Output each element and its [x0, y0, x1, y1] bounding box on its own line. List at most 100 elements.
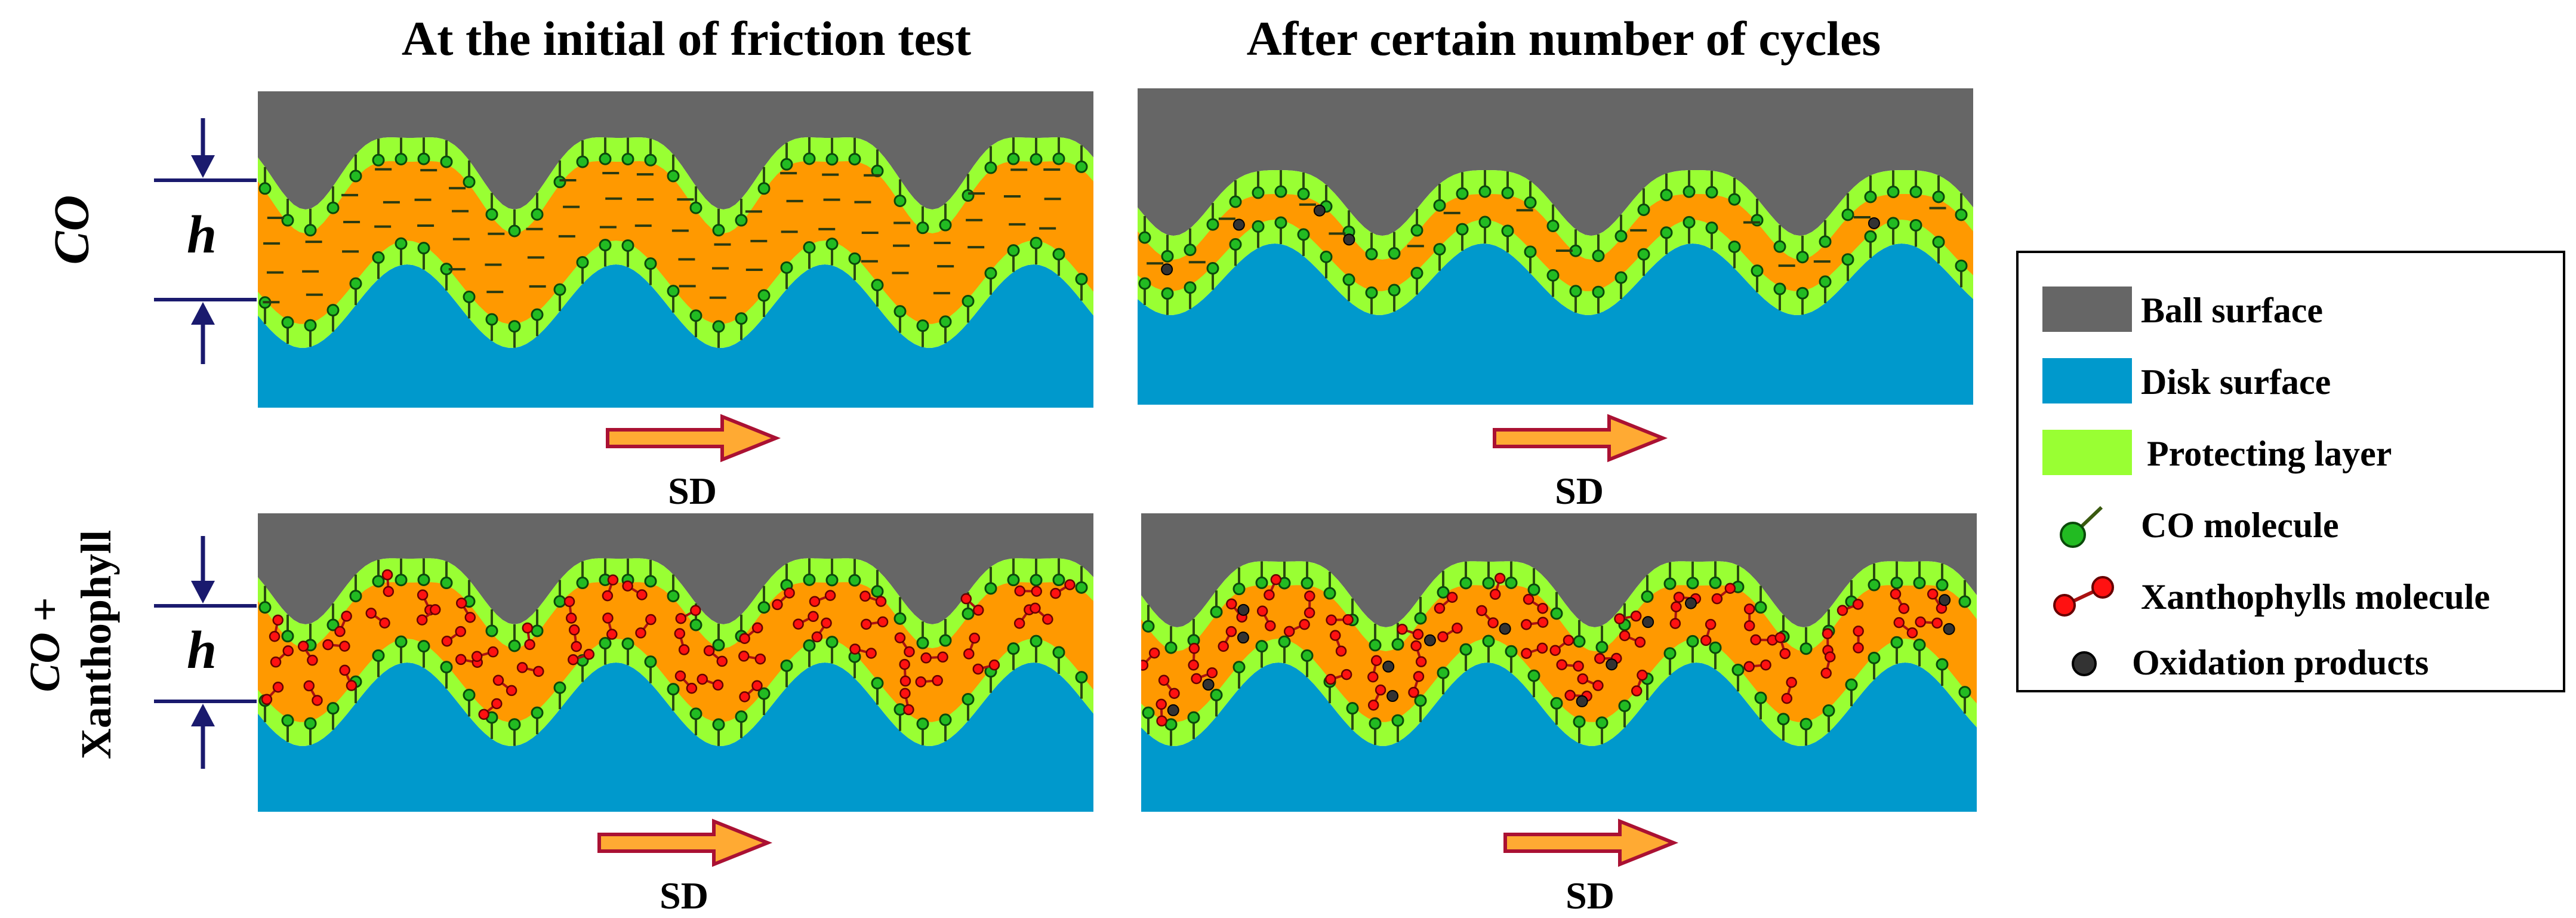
xanthophyll-molecule [334, 626, 346, 637]
xanthophyll-molecule [1893, 617, 1905, 629]
xanthophyll-molecule [1724, 583, 1736, 594]
co-molecule [893, 194, 907, 207]
co-molecule [1932, 235, 1945, 248]
co-molecule [1864, 190, 1877, 204]
xanthophyll-molecule [1270, 574, 1282, 586]
co-molecule [1845, 678, 1858, 691]
oxidation-products-icon [2072, 651, 2097, 676]
panel-layers [258, 513, 1093, 812]
co-molecule [1686, 577, 1699, 590]
disk-surface [258, 264, 1093, 408]
xanthophyll-molecule [1837, 605, 1848, 616]
oxidation-product [1232, 218, 1245, 231]
xanthophyll-molecule [988, 659, 1000, 671]
co-molecule [326, 618, 340, 631]
co-molecule [1796, 287, 1809, 300]
xanthophyll-molecule [1042, 614, 1053, 625]
co-molecule [1184, 281, 1197, 294]
xanthophyll-molecule [937, 651, 948, 663]
co-molecules [258, 558, 1088, 746]
xanthophyll-molecule [809, 596, 821, 607]
xanthophyll-molecule [674, 628, 686, 639]
co-molecule [485, 208, 498, 221]
xanthophyll-molecule [1634, 636, 1646, 648]
sd-arrow-icon [606, 414, 781, 463]
co-molecule [644, 575, 657, 588]
co-molecule [1252, 220, 1265, 233]
co-molecule [667, 590, 680, 603]
co-molecule [1232, 661, 1246, 674]
xanthophyll-molecule [678, 644, 690, 655]
co-molecule [712, 639, 725, 652]
co-molecule [395, 635, 408, 648]
oxidation-product [1343, 233, 1355, 246]
co-molecule [962, 295, 975, 308]
co-molecule [1524, 196, 1537, 209]
co-molecule [258, 601, 272, 614]
xanthophyll-molecule [1155, 698, 1167, 710]
co-molecule [508, 320, 521, 333]
xanthophyll-molecule [972, 663, 984, 675]
co-molecule [1030, 574, 1043, 587]
co-molecule [1388, 247, 1401, 260]
co-molecule [1683, 185, 1696, 198]
xanthophyll-molecule [1743, 603, 1755, 615]
xanthophyll-molecule [904, 646, 915, 658]
co-molecule [1433, 243, 1446, 256]
co-molecules [1138, 170, 1968, 315]
co-molecule [667, 170, 680, 183]
co-molecule [803, 573, 816, 586]
co-molecule [1841, 253, 1854, 266]
co-molecule [395, 153, 408, 166]
xanthophyll-molecule [1226, 598, 1237, 610]
co-molecule [1007, 152, 1020, 165]
xanthophyll-molecule-icon [2053, 576, 2114, 617]
disk-surface [1138, 244, 1973, 405]
xanthophyll-molecule [739, 633, 750, 644]
xanthophyll-molecule [1619, 630, 1631, 642]
xanthophyll-molecule [417, 589, 429, 601]
co-molecule [485, 313, 498, 326]
xanthophyll-molecule [1014, 585, 1025, 597]
xanthophyll-molecule [1890, 588, 1902, 600]
co-molecule [1297, 187, 1310, 201]
co-molecule [349, 170, 362, 183]
gap-marker-top-arrows [154, 118, 257, 364]
sd-arrow-icon [597, 818, 773, 867]
oxidation-product [1606, 658, 1618, 671]
co-molecule [531, 624, 544, 637]
xanthophyll-molecule [1413, 671, 1425, 682]
co-molecule [1456, 223, 1469, 236]
co-molecule [599, 637, 612, 650]
co-molecule [1459, 577, 1472, 590]
co-molecule [757, 601, 771, 614]
xanthophyll-molecule [793, 618, 804, 630]
co-molecule [984, 267, 997, 280]
co-molecule [1527, 583, 1540, 596]
xanthophyll-molecule [1898, 603, 1910, 614]
co-molecule [553, 595, 566, 608]
xanthophyll-molecule [1487, 617, 1499, 629]
xanthophyll-molecule [606, 629, 618, 640]
xanthophyll-molecule [506, 685, 517, 697]
co-molecule [463, 290, 476, 303]
row-label-plus: + [21, 597, 69, 633]
co-molecule [825, 238, 839, 251]
xanthophyll-molecule [772, 599, 783, 611]
co-molecule [1709, 576, 1722, 589]
sd-indicator-4: SD [1500, 817, 1680, 918]
xanthophyll-molecule [636, 589, 648, 600]
xanthophyll-molecule [697, 673, 708, 685]
co-molecule [304, 319, 317, 332]
xanthophyll-molecule [1915, 616, 1926, 628]
xanthophyll-molecule [811, 631, 823, 643]
co-molecule [508, 224, 521, 238]
co-molecule [1030, 153, 1043, 166]
xanthophyll-molecule [1265, 620, 1276, 631]
xanthophyll-molecule [1397, 623, 1408, 635]
co-molecule [372, 649, 385, 662]
xanthophyll-molecule [1779, 648, 1791, 660]
co-molecule [1229, 195, 1242, 208]
co-molecule [1388, 284, 1401, 297]
co-molecule [1728, 193, 1741, 206]
